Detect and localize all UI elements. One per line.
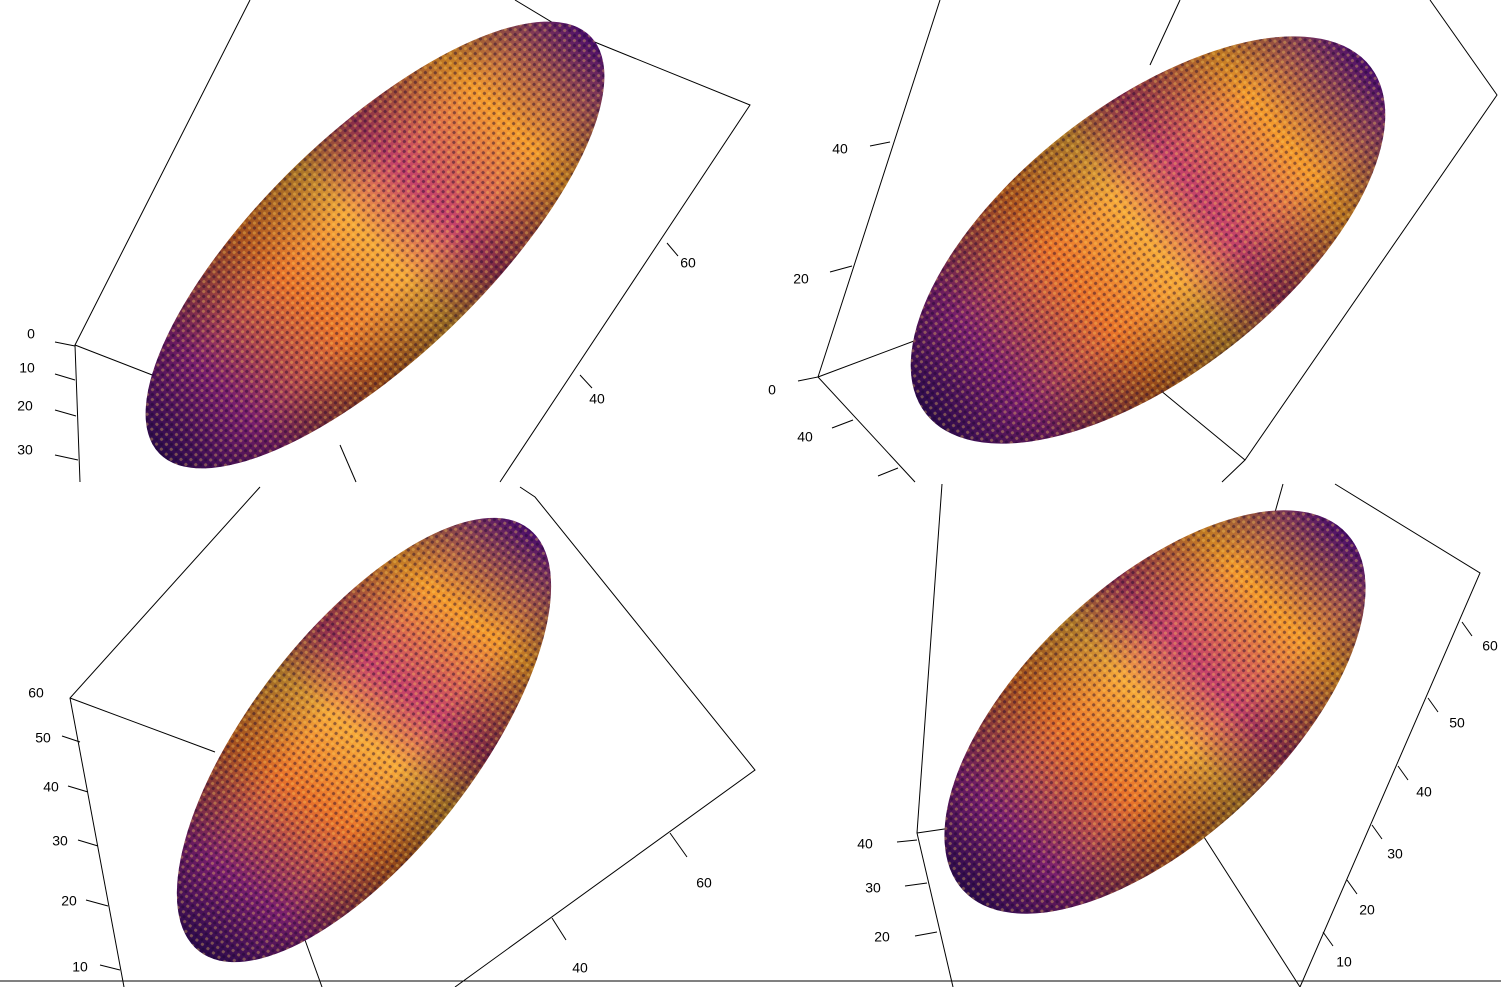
tick-label: 40 — [797, 429, 813, 445]
point-cloud-2 — [910, 36, 1386, 444]
tick-label: 30 — [1387, 846, 1403, 862]
tick-label: 40 — [832, 141, 848, 157]
panel-4-frame — [896, 483, 1481, 987]
panel-3-frame — [61, 486, 756, 987]
tick-label: 20 — [874, 929, 890, 945]
tick-label: 20 — [793, 271, 809, 287]
tick-label: 30 — [52, 833, 68, 849]
point-cloud-3 — [176, 517, 552, 963]
tick-label: 60 — [28, 685, 44, 701]
panel-2-frame — [797, 0, 1498, 483]
tick-label: 60 — [1482, 638, 1498, 654]
tick-label: 40 — [43, 779, 59, 795]
panel-1-frame — [54, 0, 751, 483]
tick-label: 0 — [768, 382, 776, 398]
tick-label: 20 — [17, 398, 33, 414]
tick-label: 40 — [1416, 784, 1432, 800]
tick-label: 20 — [1359, 902, 1375, 918]
tick-label: 0 — [27, 326, 35, 342]
tick-label: 50 — [35, 730, 51, 746]
tick-label: 10 — [1336, 954, 1352, 970]
tick-label: 60 — [696, 875, 712, 891]
tick-label: 40 — [572, 960, 588, 976]
tick-label: 10 — [72, 959, 88, 975]
tick-label: 10 — [19, 360, 35, 376]
tick-label: 30 — [865, 880, 881, 896]
point-cloud-4 — [944, 510, 1366, 914]
tick-label: 60 — [680, 255, 696, 271]
tick-label: 50 — [1449, 715, 1465, 731]
tick-label: 30 — [17, 442, 33, 458]
tick-label: 20 — [61, 893, 77, 909]
point-cloud-1 — [145, 21, 605, 469]
tick-label: 40 — [857, 836, 873, 852]
tick-label: 40 — [589, 391, 605, 407]
